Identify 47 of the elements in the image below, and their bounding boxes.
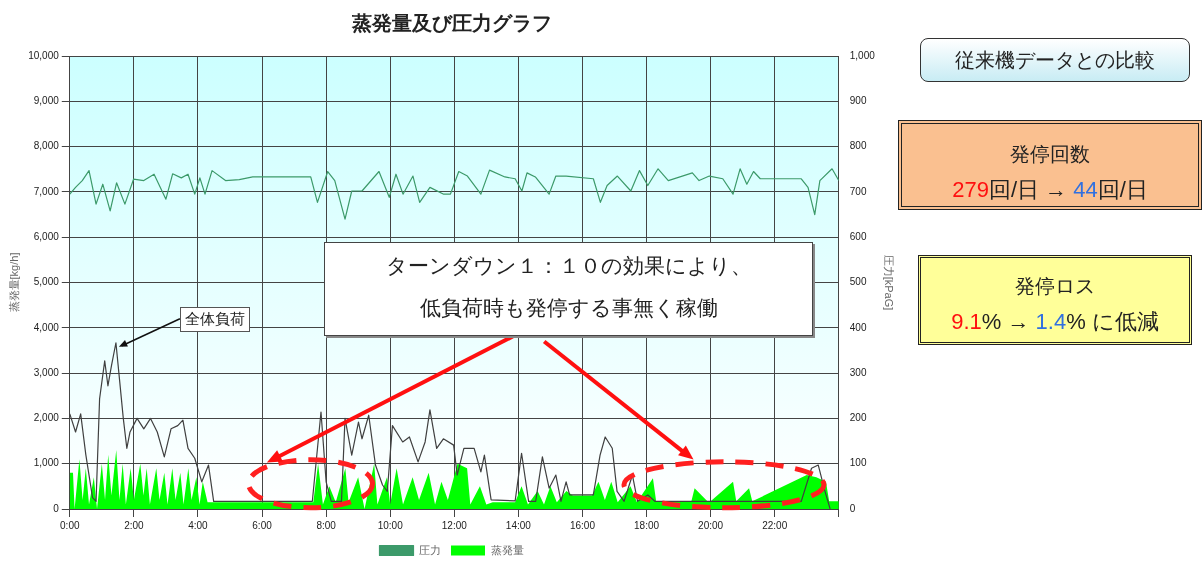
text: 279回/日 → 44回/日 (952, 177, 1148, 202)
y-tick-label: 9,000 (33, 95, 60, 107)
legend-label: 圧力 (419, 543, 441, 556)
y2-tick-label: 700 (849, 185, 867, 197)
y2-tick-label: 900 (849, 95, 867, 107)
y2-tick-label: 200 (849, 412, 867, 424)
text: 発停ロス (1014, 274, 1096, 299)
y2-axis-title: 圧力[kPaG] (883, 254, 896, 311)
y-tick-label: 4,000 (33, 321, 60, 333)
y-tick-label: 0 (53, 502, 60, 514)
y2-tick-label: 800 (849, 140, 867, 152)
x-tick-label: 22:00 (762, 519, 788, 531)
y-tick-label: 2,000 (33, 412, 60, 424)
text: 9.1% → 1.4% に低減 (951, 309, 1159, 334)
x-tick-label: 0:00 (60, 519, 80, 531)
x-tick-label: 20:00 (698, 519, 724, 531)
x-tick-label: 2:00 (124, 519, 145, 531)
annotation: ターンダウン１：１０の効果により、 (384, 252, 753, 279)
text: 発停回数 (1009, 142, 1091, 167)
x-tick-label: 18:00 (634, 519, 660, 531)
y2-tick-label: 0 (849, 502, 856, 514)
x-tick-label: 14:00 (505, 519, 532, 531)
legend-label: 蒸発量 (490, 543, 524, 556)
x-tick-label: 6:00 (252, 519, 273, 531)
annotation: 低負荷時も発停する事無く稼働 (418, 294, 719, 321)
annotation: 全体負荷 (179, 306, 250, 332)
chart-title: 蒸発量及び圧力グラフ (350, 11, 552, 34)
y-axis-title: 蒸発量[kg/h] (7, 252, 20, 313)
y2-tick-label: 600 (849, 230, 867, 242)
y-tick-label: 5,000 (33, 276, 60, 288)
text: 従来機データとの比較 (920, 38, 1190, 82)
y-tick-label: 10,000 (28, 49, 60, 61)
x-tick-label: 16:00 (569, 519, 596, 531)
x-tick-label: 12:00 (441, 519, 468, 531)
y2-tick-label: 300 (849, 366, 867, 378)
y2-tick-label: 100 (849, 457, 867, 469)
y-tick-label: 3,000 (33, 366, 60, 378)
x-tick-label: 10:00 (377, 519, 404, 531)
y-tick-label: 7,000 (33, 185, 60, 197)
y2-tick-label: 1,000 (849, 49, 876, 61)
y-tick-label: 8,000 (33, 140, 60, 152)
x-tick-label: 8:00 (316, 519, 337, 531)
x-tick-label: 4:00 (188, 519, 209, 531)
y2-tick-label: 500 (849, 276, 867, 288)
y2-tick-label: 400 (849, 321, 867, 333)
y-tick-label: 6,000 (33, 230, 60, 242)
y-tick-label: 1,000 (33, 457, 60, 469)
